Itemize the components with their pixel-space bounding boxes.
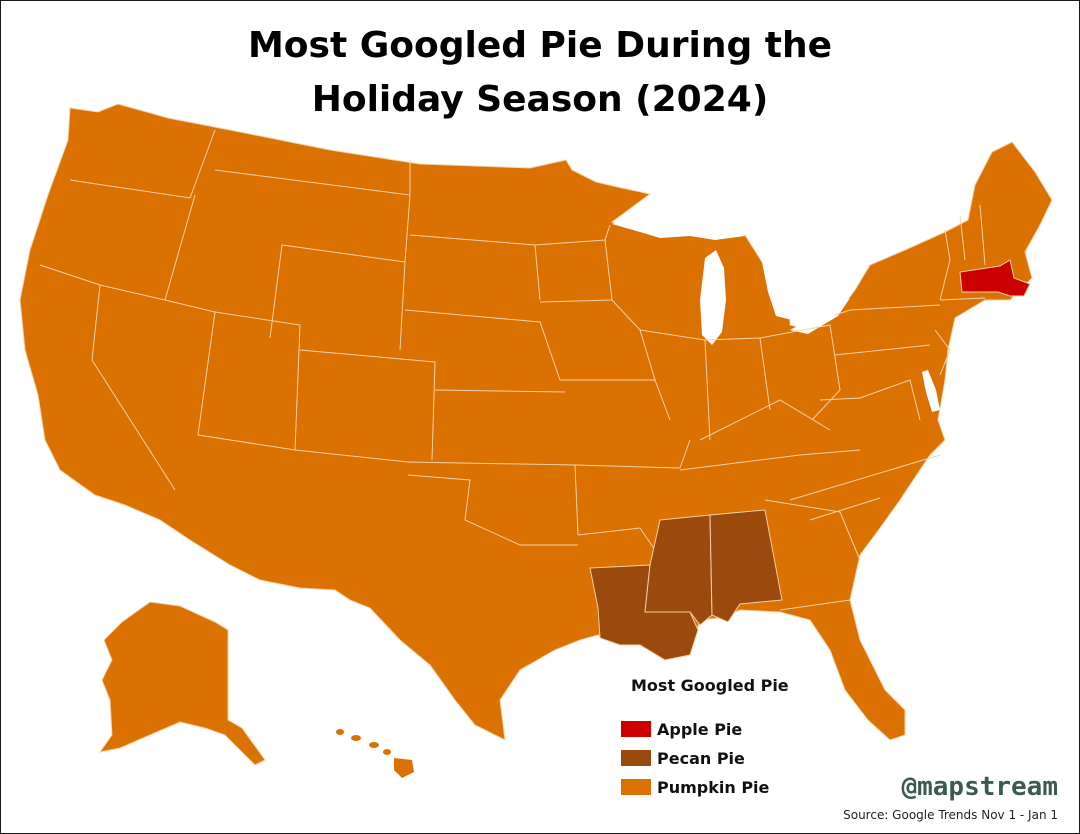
legend-label-pecan: Pecan Pie xyxy=(657,748,745,768)
state-hawaii xyxy=(336,729,414,778)
chesapeake-bay xyxy=(922,370,940,412)
legend-swatch-pecan xyxy=(621,750,651,766)
legend-label-pumpkin: Pumpkin Pie xyxy=(657,777,770,797)
legend-item-pecan: Pecan Pie xyxy=(621,747,745,769)
legend-item-pumpkin: Pumpkin Pie xyxy=(621,776,769,798)
map-title-line-2: Holiday Season (2024) xyxy=(311,79,769,120)
map-title-line-1: Most Googled Pie During the xyxy=(247,25,833,66)
state-alaska xyxy=(98,601,266,766)
lake-huron xyxy=(762,262,800,320)
brand-watermark: @mapstream xyxy=(901,772,1058,802)
lake-erie xyxy=(790,298,850,334)
source-note: Source: Google Trends Nov 1 - Jan 1 xyxy=(843,808,1058,822)
legend-label-apple: Apple Pie xyxy=(657,719,743,739)
state-borders xyxy=(39,129,986,611)
legend-swatch-apple xyxy=(621,721,651,737)
legend-title: Most Googled Pie xyxy=(631,676,789,695)
legend-item-apple: Apple Pie xyxy=(621,718,742,740)
lake-superior xyxy=(612,206,745,240)
state-massachusetts xyxy=(959,259,1031,297)
lake-michigan xyxy=(700,250,726,345)
state-alabama xyxy=(709,509,783,623)
legend-swatch-pumpkin xyxy=(621,779,651,795)
